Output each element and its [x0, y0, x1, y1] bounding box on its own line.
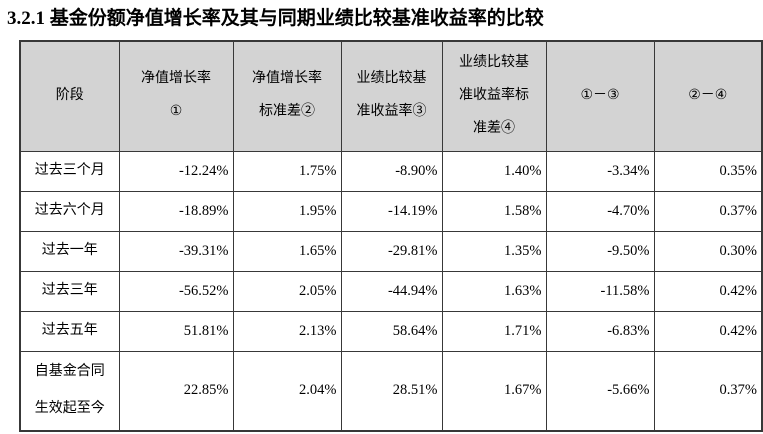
cell-value: 1.65%	[232, 230, 342, 272]
cell-value: 22.85%	[118, 350, 234, 432]
cell-value: -11.58%	[545, 270, 655, 312]
column-header-benchmark-return: 业绩比较基 准收益率③	[340, 40, 443, 152]
table-row: 过去一年 -39.31% 1.65% -29.81% 1.35% -9.50% …	[19, 230, 763, 272]
cell-value: -44.94%	[340, 270, 443, 312]
cell-value: -6.83%	[545, 310, 655, 352]
table-row: 过去三年 -56.52% 2.05% -44.94% 1.63% -11.58%…	[19, 270, 763, 312]
cell-value: -5.66%	[545, 350, 655, 432]
page-title: 3.2.1 基金份额净值增长率及其与同期业绩比较基准收益率的比较	[7, 8, 544, 29]
cell-value: -18.89%	[118, 190, 234, 232]
cell-value: 0.42%	[653, 270, 763, 312]
row-label: 过去六个月	[19, 190, 120, 232]
cell-value: -39.31%	[118, 230, 234, 272]
cell-value: 2.04%	[232, 350, 342, 432]
cell-value: 0.37%	[653, 350, 763, 432]
cell-value: -3.34%	[545, 150, 655, 192]
table-row: 过去三个月 -12.24% 1.75% -8.90% 1.40% -3.34% …	[19, 150, 763, 192]
cell-value: 1.67%	[441, 350, 547, 432]
table-row: 自基金合同 生效起至今 22.85% 2.04% 28.51% 1.67% -5…	[19, 350, 763, 432]
row-label: 过去三个月	[19, 150, 120, 192]
table-header-row: 阶段 净值增长率 ① 净值增长率 标准差② 业绩比较基 准收益率③ 业绩比较基 …	[19, 40, 763, 152]
cell-value: -12.24%	[118, 150, 234, 192]
cell-value: 1.58%	[441, 190, 547, 232]
cell-value: 0.42%	[653, 310, 763, 352]
cell-value: -8.90%	[340, 150, 443, 192]
cell-value: -4.70%	[545, 190, 655, 232]
cell-value: 1.71%	[441, 310, 547, 352]
cell-value: 1.40%	[441, 150, 547, 192]
column-header-diff-1-3: ①－③	[545, 40, 655, 152]
column-header-nav-growth-stddev: 净值增长率 标准差②	[232, 40, 342, 152]
column-header-diff-2-4: ②－④	[653, 40, 763, 152]
cell-value: 1.63%	[441, 270, 547, 312]
cell-value: -14.19%	[340, 190, 443, 232]
cell-value: 0.37%	[653, 190, 763, 232]
cell-value: 2.13%	[232, 310, 342, 352]
column-header-stage: 阶段	[19, 40, 120, 152]
cell-value: 28.51%	[340, 350, 443, 432]
row-label: 自基金合同 生效起至今	[19, 350, 120, 432]
cell-value: 1.35%	[441, 230, 547, 272]
row-label: 过去一年	[19, 230, 120, 272]
column-header-benchmark-stddev: 业绩比较基 准收益率标 准差④	[441, 40, 547, 152]
fund-performance-table: 阶段 净值增长率 ① 净值增长率 标准差② 业绩比较基 准收益率③ 业绩比较基 …	[19, 40, 763, 432]
column-header-nav-growth: 净值增长率 ①	[118, 40, 234, 152]
cell-value: -29.81%	[340, 230, 443, 272]
table-row: 过去五年 51.81% 2.13% 58.64% 1.71% -6.83% 0.…	[19, 310, 763, 352]
cell-value: 0.35%	[653, 150, 763, 192]
table-row: 过去六个月 -18.89% 1.95% -14.19% 1.58% -4.70%…	[19, 190, 763, 232]
cell-value: 58.64%	[340, 310, 443, 352]
row-label: 过去三年	[19, 270, 120, 312]
cell-value: 51.81%	[118, 310, 234, 352]
cell-value: -9.50%	[545, 230, 655, 272]
cell-value: 0.30%	[653, 230, 763, 272]
row-label: 过去五年	[19, 310, 120, 352]
cell-value: -56.52%	[118, 270, 234, 312]
cell-value: 1.75%	[232, 150, 342, 192]
cell-value: 1.95%	[232, 190, 342, 232]
cell-value: 2.05%	[232, 270, 342, 312]
